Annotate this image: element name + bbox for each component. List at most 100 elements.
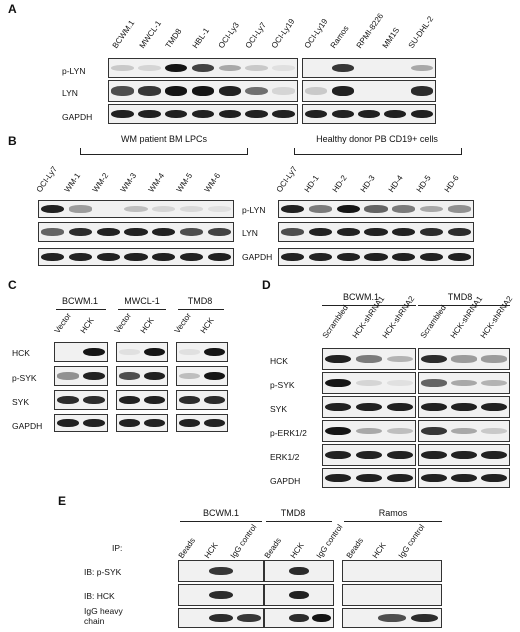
lane-label: WM-1 <box>62 171 83 194</box>
blot-band <box>364 227 388 237</box>
panel-d-row-p-syk: p-SYK <box>270 380 295 390</box>
panel-d-row-syk: SYK <box>270 404 288 414</box>
blot-band <box>392 205 416 213</box>
lane-label: HCK <box>78 316 96 335</box>
blot-band <box>138 86 161 96</box>
lane-label: Vector <box>172 311 194 335</box>
blot-band <box>451 473 477 483</box>
panel-label-e: E <box>58 494 67 508</box>
blot-band <box>378 613 406 623</box>
panel-e-underline-1 <box>180 521 262 522</box>
blot-band <box>386 473 413 483</box>
panel-d-row-p-erk: p-ERK1/2 <box>270 428 307 438</box>
blot-band <box>119 348 140 356</box>
blot-band <box>289 613 309 623</box>
panel-a-blot-lyn-right <box>302 80 436 102</box>
blot-band <box>119 418 140 428</box>
blot-band <box>68 252 93 262</box>
blot-band <box>152 227 176 237</box>
panel-d-blot <box>322 444 416 466</box>
lane-label: BCWM.1 <box>110 18 137 50</box>
blot-band <box>410 613 439 623</box>
blot-band <box>356 355 382 363</box>
blot-band <box>410 86 433 96</box>
blot-band <box>191 63 215 73</box>
lane-label: MWCL-1 <box>137 18 163 50</box>
panel-b-row-gapdh: GAPDH <box>242 252 273 262</box>
panel-d-group-tmd8: TMD8 <box>447 292 473 302</box>
panel-d-blot <box>322 420 416 442</box>
blot-band <box>237 613 261 623</box>
panel-a-blot-p-lyn-right <box>302 58 436 78</box>
lane-label: HCK <box>198 316 216 335</box>
panel-a-row-lyn: LYN <box>62 88 78 98</box>
panel-b-blot-lyn-right <box>278 222 474 242</box>
blot-band <box>119 371 140 381</box>
panel-c-group-bcwm1: BCWM.1 <box>62 296 98 306</box>
blot-band <box>272 64 295 72</box>
lane-label: HCK <box>138 316 156 335</box>
blot-band <box>392 252 416 262</box>
lane-label: IgG control <box>396 522 427 560</box>
lane-label: HD-5 <box>414 173 433 194</box>
panel-b-row-lyn: LYN <box>242 228 258 238</box>
blot-band <box>356 427 382 435</box>
blot-band <box>83 347 105 357</box>
blot-band <box>364 205 388 213</box>
blot-band <box>144 347 165 357</box>
blot-band <box>204 371 225 381</box>
panel-c-blot <box>116 366 168 386</box>
panel-d-blot <box>418 348 510 370</box>
lane-label: HCK <box>370 541 388 560</box>
panel-d-group-bcwm1: BCWM.1 <box>343 292 379 302</box>
lane-label: HD-1 <box>302 173 321 194</box>
blot-band <box>308 227 333 237</box>
blot-band <box>336 252 360 262</box>
blot-band <box>204 347 225 357</box>
panel-c-blot <box>54 414 108 432</box>
panel-a-blot-lyn-left <box>108 80 298 102</box>
blot-band <box>481 450 507 460</box>
blot-band <box>111 86 134 96</box>
blot-band <box>386 450 413 460</box>
lane-label: HBL-1 <box>190 26 211 50</box>
blot-band <box>356 450 382 460</box>
blot-band <box>144 395 165 405</box>
blot-band <box>191 86 215 96</box>
panel-d-blot <box>322 396 416 418</box>
panel-e-blot <box>264 560 334 582</box>
blot-band <box>144 371 165 381</box>
panel-c-blot <box>116 342 168 362</box>
lane-label: Scrambled <box>418 303 448 340</box>
panel-b-blot-gapdh-left <box>38 248 234 266</box>
lane-label: HD-3 <box>358 173 377 194</box>
lane-label: OCI-Ly19 <box>302 17 330 50</box>
lane-label: HD-2 <box>330 173 349 194</box>
blot-band <box>410 109 433 119</box>
panel-e-blot <box>342 584 442 606</box>
blot-band <box>207 205 231 213</box>
blot-band <box>356 402 382 412</box>
blot-band <box>421 473 447 483</box>
panel-b-group-wm-patient: WM patient BM LPCs <box>120 134 208 144</box>
panel-e-blot <box>178 608 264 628</box>
blot-band <box>421 354 447 364</box>
blot-band <box>481 473 507 483</box>
blot-band <box>207 252 231 262</box>
blot-band <box>325 378 352 388</box>
panel-c-group-tmd8: TMD8 <box>187 296 213 306</box>
panel-label-a: A <box>8 2 17 16</box>
panel-c-blot <box>116 414 168 432</box>
panel-e-ip-label: IP: <box>112 543 123 553</box>
panel-b-row-p-lyn: p-LYN <box>242 205 266 215</box>
lane-label: HCK <box>288 541 306 560</box>
lane-label: HD-4 <box>386 173 405 194</box>
panel-b-blot-lyn-left <box>38 222 234 242</box>
blot-band <box>331 86 354 96</box>
panel-d-blot <box>322 348 416 370</box>
panel-e-underline-3 <box>344 521 442 522</box>
blot-band <box>447 252 471 262</box>
blot-band <box>152 252 176 262</box>
blot-band <box>218 64 242 72</box>
blot-band <box>204 418 225 428</box>
